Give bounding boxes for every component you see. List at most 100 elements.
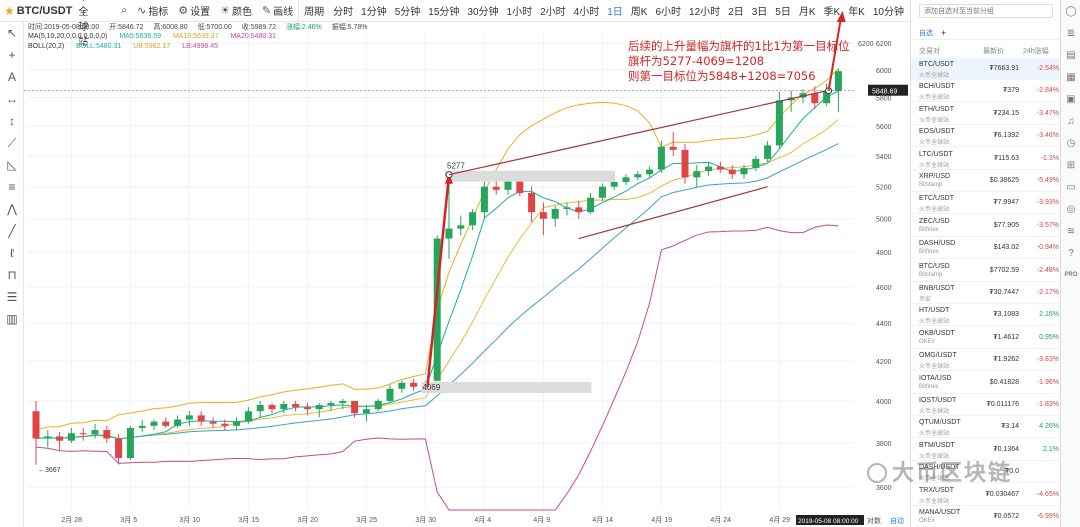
watchlist-row[interactable]: DASH/USD Bitfinex $143.02 -0.94% [911,237,1061,260]
crosshair-icon[interactable]: + [8,48,16,62]
watchlist-row[interactable]: OKB/USDT OKEx ₮1.4612 0.95% [911,327,1061,349]
period-tab[interactable]: 周K [630,7,648,18]
user-icon[interactable]: ◯ [1065,5,1077,17]
favorite-star-icon[interactable]: ★ [4,3,15,18]
trash-icon[interactable]: ▥ [6,312,18,326]
search-icon[interactable]: ⌕ [121,5,127,16]
ruler-icon[interactable]: ╱ [8,224,16,238]
period-tab[interactable]: 15分钟 [428,7,460,18]
watchlist-row[interactable]: EOS/USDT 火币全球站 ₮6.1392 -3.46% [911,125,1061,148]
watchlist-row[interactable]: BNB/USDT 币安 ₮30.7447 -2.17% [911,282,1061,304]
period-tab[interactable]: 2日 [728,7,744,18]
help-icon[interactable]: ? [1068,247,1074,259]
watchlist-row[interactable]: IOTA/USD Bitfinex $0.41828 -1.96% [911,372,1061,394]
watchlist-search-input[interactable] [919,4,1053,18]
channel-icon[interactable]: ≡ [8,180,16,194]
watchlist-row[interactable]: BTC/USD Bitstamp $7702.59 -2.48% [911,260,1061,282]
add-group-button[interactable]: + [941,27,947,38]
price-chart[interactable]: 3600 3800 4000 4200 4400 4600 4800 5000 5200 5400… [24,0,910,527]
watchlist-row[interactable]: TRX/USDT 火币全球站 ₮0.030467 -4.65% [911,484,1061,506]
vertical-line-icon[interactable]: ↕ [9,114,15,128]
period-tab[interactable]: 2小时 [540,7,566,18]
watchlist-row[interactable]: MANA/USDT OKEx ₮0.0572 -6.99% [911,506,1061,527]
watchlist-row[interactable]: BTC/USDT 火币全球站 ₮7663.91 -2.54% [911,58,1061,80]
pair-title[interactable]: BTC/USDT [16,4,73,17]
watchlist-row[interactable]: ETC/USDT 火币全球站 ₮7.9947 -3.93% [911,192,1061,215]
bell-icon[interactable]: ♫ [1067,115,1075,127]
lock-icon[interactable]: ⊓ [7,268,17,282]
watchlist-panel: 自选 + 交易对 最新价 24h涨幅 BTC/USDT 火币全球站 ₮7663.91… [910,0,1061,527]
text-tool-icon[interactable]: A [7,70,16,84]
watchlist-row[interactable]: OMG/USDT 火币全球站 ₮1.9262 -3.83% [911,349,1061,372]
target-icon[interactable]: ◎ [1066,203,1076,215]
watchlist-row[interactable]: BCH/USDT 火币全球站 ₮379 -2.84% [911,80,1061,103]
level-box-5277 [445,170,615,182]
pro-icon[interactable]: PRO [1064,272,1078,278]
watchlist-row[interactable]: DASH/USDT 火币全球站 ₮0.0 [911,461,1061,484]
candle-body [421,386,429,388]
period-tab[interactable]: 1小时 [506,7,533,18]
period-tab[interactable]: 1分钟 [361,7,387,18]
candle-body [339,400,347,403]
settings-button[interactable]: ⚙ 设置 [173,0,215,22]
color-button[interactable]: ☀ 颜色 [215,0,257,22]
book-icon[interactable]: ▤ [1066,49,1076,61]
list-icon[interactable]: ≣ [1066,27,1076,39]
x-tick-label: 4月 24 [710,516,731,524]
row-symbol: LTC/USDT [919,150,953,158]
watchlist-row[interactable]: LTC/USDT 火币全球站 ₮115.63 -1.3% [911,148,1061,170]
period-tab[interactable]: 5日 [775,7,791,18]
period-tab[interactable]: 月K [798,7,816,18]
row-exchange: 币安 [919,297,932,303]
cursor-icon[interactable]: ↖ [6,26,18,40]
watchlist-row[interactable]: ZEC/USD Bitfinex $77.905 -3.57% [911,215,1061,237]
tab-favorites[interactable]: 自选 [919,29,933,37]
period-tab[interactable]: 3日 [751,7,768,18]
candle-body [622,177,630,183]
row-price: ₮234.15 [993,109,1019,117]
watchlist-row[interactable]: IOST/USDT 火币全球站 ₮0.011176 -1.83% [911,394,1061,416]
watchlist-row[interactable]: HT/USDT 火币全球站 ₮3.1083 2.16% [911,304,1061,327]
watchlist-row[interactable]: ETH/USDT 火币全球站 ₮234.15 -3.47% [911,103,1061,125]
zigzag-icon[interactable]: ⋀ [7,202,17,216]
period-tab[interactable]: 30分钟 [467,7,499,18]
period-tab[interactable]: 年K [848,7,865,18]
candle-body [315,405,323,410]
comment-icon[interactable]: ▭ [1066,181,1076,193]
brush-icon[interactable]: ℓ [10,246,14,260]
clock-icon[interactable]: ◷ [1066,137,1076,149]
candle-body [646,169,654,175]
horizontal-line-icon[interactable]: ↔ [6,92,18,106]
period-label: 周期 [298,0,329,22]
watchlist-row[interactable]: XRP/USD Bitstamp $0.38625 -5.49% [911,170,1061,192]
measure-icon[interactable]: ☰ [6,290,18,304]
label-4069: 4069 [422,383,440,392]
draw-button[interactable]: ✎ 画线 [257,0,298,22]
grid-icon[interactable]: ⊞ [1066,159,1076,171]
row-exchange: Bitfinex [919,249,939,256]
watchlist-row[interactable]: QTUM/USDT 火币全球站 ₮3.14 4.26% [911,416,1061,439]
calendar-icon[interactable]: ▦ [1066,71,1076,83]
col-price[interactable]: 最新价 [983,48,1004,55]
period-tab[interactable]: 1日 [607,7,623,18]
trendline-icon[interactable]: ⟋ [7,135,17,150]
layers-icon[interactable]: ≋ [1066,225,1076,237]
side-icon-bar: ◯ ≣ ▤ ▦ ▣ ♫ ◷ ⊞ ▭ ◎ ≋ ? PRO [1060,0,1080,527]
watchlist-row[interactable]: BTM/USDT 火币全球站 ₮0.1364 2.1% [911,439,1061,461]
x-tick-label: 3月 15 [238,516,259,524]
chart-icon[interactable]: ▣ [1066,93,1076,105]
period-tab[interactable]: 5分钟 [394,7,421,18]
col-change[interactable]: 24h涨幅 [1023,48,1049,55]
candle-body [138,425,146,428]
period-tab[interactable]: 分时 [333,7,354,18]
row-change: -3.47% [1036,109,1059,117]
period-tab[interactable]: 季K [823,7,841,18]
period-tab[interactable]: 6小时 [655,7,682,18]
col-pair[interactable]: 交易对 [919,48,940,55]
triangle-icon[interactable]: ◺ [7,158,17,172]
period-tab[interactable]: 12小时 [689,7,721,18]
period-tab[interactable]: 10分钟 [872,7,904,18]
ma-info: MA(5,10,20,0,0,0,0,0,0,0) MA5:5636.59 MA… [28,33,286,43]
indicator-button[interactable]: ∿ 指标 [132,0,173,22]
period-tab[interactable]: 4小时 [573,7,600,18]
